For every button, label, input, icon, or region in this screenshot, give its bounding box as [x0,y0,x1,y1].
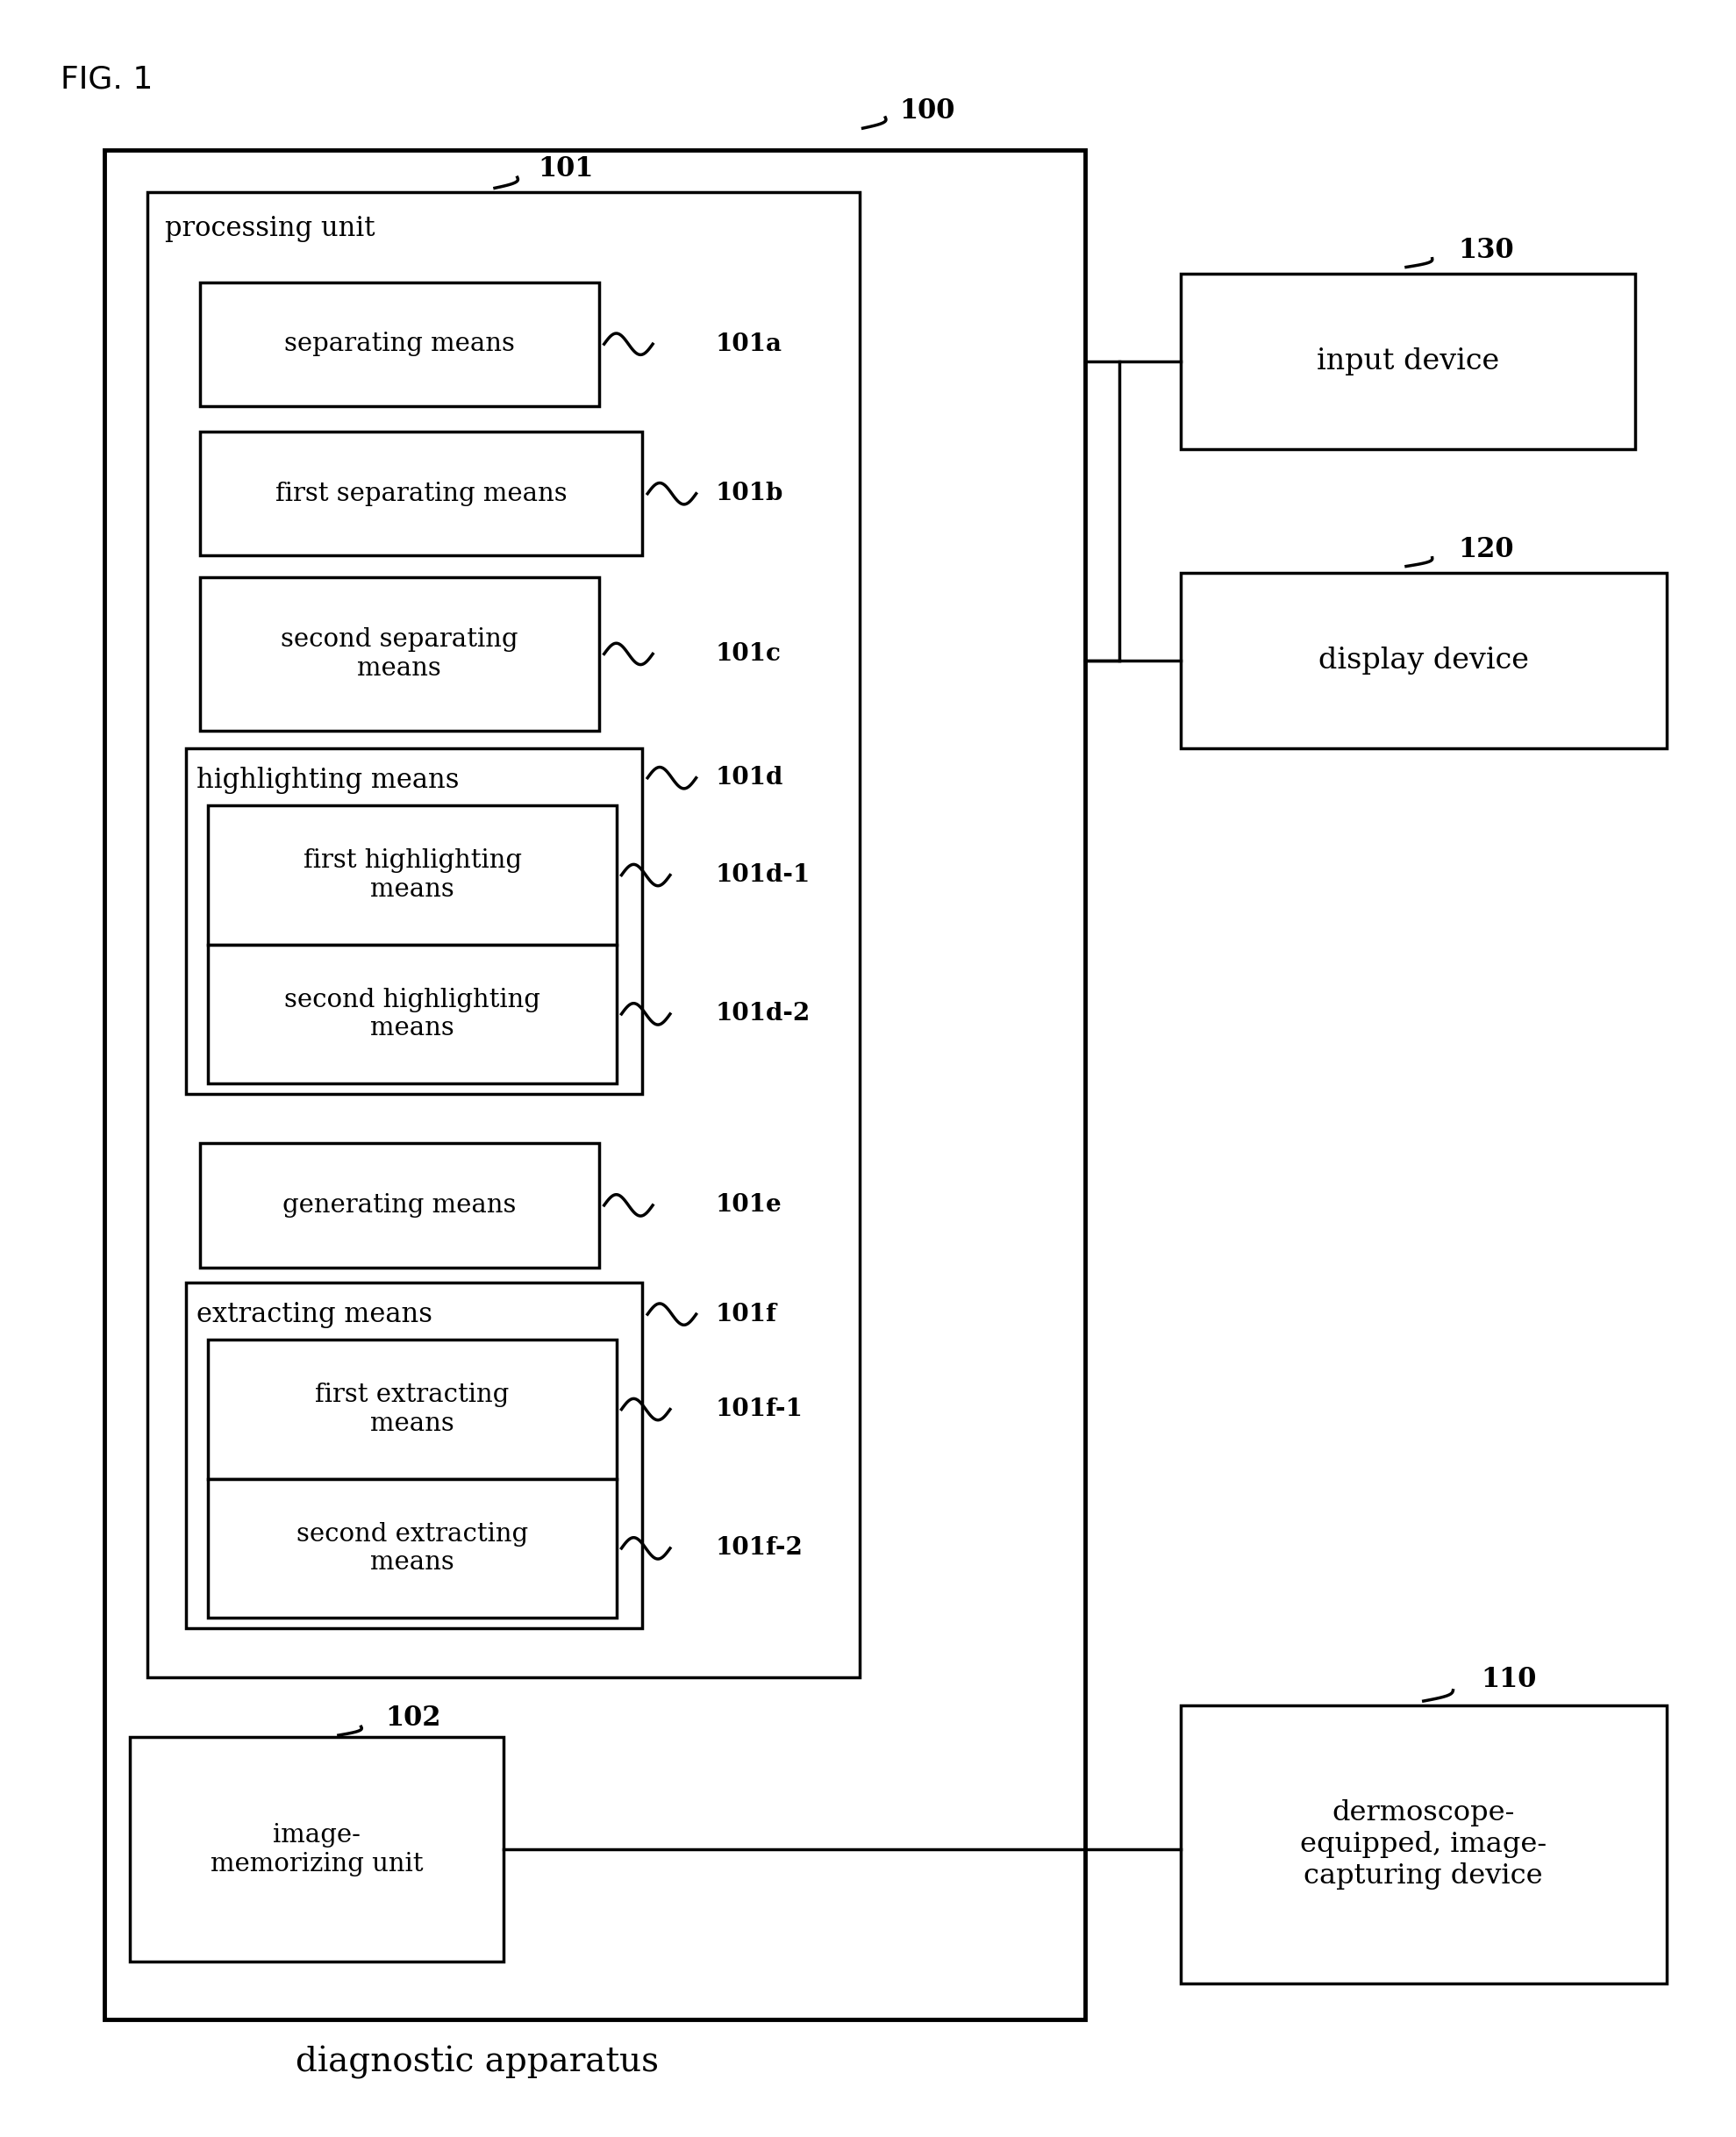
Text: FIG. 1: FIG. 1 [61,64,153,94]
Text: image-
memorizing unit: image- memorizing unit [210,1823,424,1876]
Text: 101d: 101d [715,765,783,791]
Bar [208,1479,616,1618]
Bar [104,150,1085,2019]
Bar [186,1282,642,1628]
Text: display device: display device [1318,645,1529,675]
Bar [1180,274,1635,449]
Text: dermoscope-
equipped, image-
capturing device: dermoscope- equipped, image- capturing d… [1300,1799,1547,1889]
Text: second separating
means: second separating means [281,628,517,680]
Text: 101e: 101e [715,1192,781,1218]
Bar [200,577,599,731]
Text: 101f-2: 101f-2 [715,1537,802,1560]
Bar [208,945,616,1083]
Text: 101d-2: 101d-2 [715,1002,811,1026]
Text: 101b: 101b [715,481,783,506]
Text: processing unit: processing unit [165,216,375,241]
Bar [200,1143,599,1267]
Text: 101f-1: 101f-1 [715,1398,802,1421]
Text: input device: input device [1316,346,1500,376]
Text: second highlighting
means: second highlighting means [285,987,540,1041]
Text: highlighting means: highlighting means [196,767,458,793]
Bar [208,806,616,945]
Text: extracting means: extracting means [196,1301,432,1327]
Text: 101: 101 [538,156,594,182]
Text: diagnostic apparatus: diagnostic apparatus [295,2045,660,2079]
Bar [186,748,642,1094]
Bar [1180,1705,1667,1983]
Bar [200,282,599,406]
Text: 101a: 101a [715,331,781,357]
Text: 101d-1: 101d-1 [715,863,811,887]
Text: separating means: separating means [285,331,514,357]
Bar [148,192,859,1678]
Text: 110: 110 [1481,1667,1536,1693]
Text: 102: 102 [385,1705,441,1731]
Bar [130,1737,503,1962]
Text: 100: 100 [899,98,955,124]
Text: 130: 130 [1458,237,1514,263]
Bar [1180,573,1667,748]
Text: 101c: 101c [715,641,781,667]
Bar [200,432,642,556]
Text: second extracting
means: second extracting means [297,1522,528,1575]
Text: 101f: 101f [715,1301,776,1327]
Text: first extracting
means: first extracting means [316,1383,509,1436]
Bar [208,1340,616,1479]
Text: generating means: generating means [283,1192,516,1218]
Text: first separating means: first separating means [274,481,568,506]
Text: first highlighting
means: first highlighting means [304,848,521,902]
Text: 120: 120 [1458,536,1514,562]
